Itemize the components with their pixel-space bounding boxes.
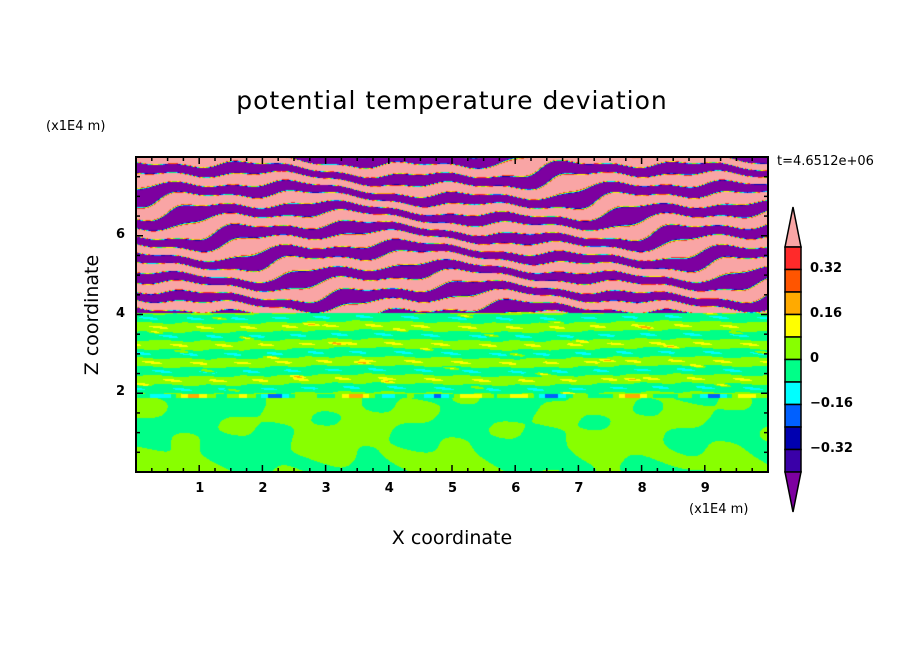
colorbar-box <box>784 313 802 338</box>
colorbar-upper-triangle <box>784 206 802 248</box>
plot-border <box>135 156 769 473</box>
colorbar-label: −0.32 <box>810 440 853 456</box>
colorbar-box <box>784 291 802 316</box>
colorbar-box <box>784 336 802 361</box>
contour-field <box>136 157 768 472</box>
colorbar-label: −0.16 <box>810 395 853 411</box>
plot-frame <box>135 156 769 473</box>
x-tick-label: 8 <box>637 481 647 496</box>
colorbar-box <box>784 358 802 383</box>
x-tick-label: 7 <box>574 481 584 496</box>
x-axis-unit: (x1E4 m) <box>689 502 749 517</box>
y-axis-label: Z coordinate <box>81 254 103 376</box>
chart-title: potential temperature deviation <box>236 86 668 115</box>
colorbar-box <box>784 381 802 406</box>
colorbar-box <box>784 448 802 473</box>
x-tick-label: 6 <box>511 481 521 496</box>
y-tick-label: 6 <box>116 226 126 242</box>
colorbar-label: 0.16 <box>810 305 843 321</box>
x-tick-label: 9 <box>700 481 710 496</box>
colorbar-box <box>784 268 802 293</box>
colorbar-label: 0 <box>810 350 820 366</box>
y-tick-label: 4 <box>116 305 126 321</box>
x-tick-label: 5 <box>448 481 458 496</box>
colorbar-lower-triangle <box>784 471 802 513</box>
time-label: t=4.6512e+06 <box>777 154 874 169</box>
y-axis-unit: (x1E4 m) <box>46 119 106 134</box>
x-tick-label: 3 <box>321 481 331 496</box>
x-axis-label: X coordinate <box>391 527 513 549</box>
x-tick-label: 2 <box>258 481 268 496</box>
y-tick-label: 2 <box>116 384 126 400</box>
x-tick-label: 4 <box>384 481 394 496</box>
colorbar-box <box>784 426 802 451</box>
colorbar-box <box>784 403 802 428</box>
colorbar <box>784 206 802 513</box>
x-tick-label: 1 <box>195 481 205 496</box>
plot-area <box>135 156 769 473</box>
colorbar-label: 0.32 <box>810 260 843 276</box>
colorbar-box <box>784 246 802 271</box>
